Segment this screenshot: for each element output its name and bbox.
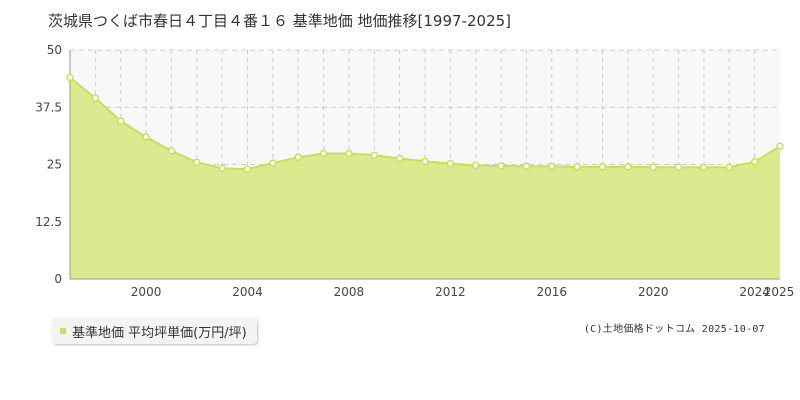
x-tick-label-2016: 2016 <box>537 285 568 299</box>
data-point-2000 <box>142 133 150 141</box>
data-point-2019 <box>624 163 632 171</box>
legend-swatch <box>60 328 66 334</box>
y-tick-label-12.5: 12.5 <box>35 215 62 229</box>
legend: 基準地価 平均坪単価(万円/坪) <box>52 318 257 344</box>
data-point-2013 <box>471 161 480 170</box>
credit-text: (C)土地価格ドットコム 2025-10-07 <box>583 324 765 335</box>
data-point-2014 <box>497 162 505 170</box>
data-point-2001 <box>167 147 176 155</box>
data-point-2017 <box>573 163 581 171</box>
chart-title: 茨城県つくば市春日４丁目４番１６ 基準地価 地価推移[1997-2025] <box>48 12 512 30</box>
data-point-2015 <box>522 162 531 171</box>
data-point-2023 <box>725 163 734 171</box>
x-tick-label-2004: 2004 <box>232 285 263 299</box>
data-point-2009 <box>370 151 379 160</box>
data-point-2016 <box>548 162 556 171</box>
data-point-2011 <box>421 157 429 166</box>
data-point-2004 <box>243 165 252 173</box>
data-point-2002 <box>193 158 201 166</box>
data-point-2006 <box>294 153 302 161</box>
x-tick-label-2008: 2008 <box>334 285 365 299</box>
legend-label: 基準地価 平均坪単価(万円/坪) <box>72 325 247 341</box>
data-point-2025 <box>776 142 784 150</box>
data-point-2024 <box>750 158 759 166</box>
data-point-1999 <box>116 117 125 125</box>
data-point-2010 <box>395 154 404 163</box>
data-point-2022 <box>700 163 708 171</box>
data-point-1997 <box>66 73 74 82</box>
y-tick-label-50: 50 <box>47 43 62 57</box>
data-point-1998 <box>91 94 100 102</box>
x-tick-label-2000: 2000 <box>131 285 162 299</box>
data-point-2012 <box>446 159 455 168</box>
y-tick-label-37.5: 37.5 <box>35 100 62 114</box>
data-point-2018 <box>598 163 607 171</box>
data-point-2008 <box>345 149 353 158</box>
x-tick-label-2024: 2024 <box>739 285 770 299</box>
data-point-2003 <box>218 164 226 172</box>
data-points <box>66 73 784 173</box>
axes <box>69 50 780 280</box>
series-area <box>70 77 780 279</box>
data-point-2005 <box>269 159 277 167</box>
y-tick-label-25: 25 <box>47 158 62 172</box>
data-point-2021 <box>674 163 683 171</box>
y-tick-labels: 0 12.5 25 37.5 50 <box>35 43 62 286</box>
x-tick-label-2020: 2020 <box>638 285 669 299</box>
y-tick-label-0: 0 <box>54 272 62 286</box>
data-point-2007 <box>319 149 328 158</box>
x-tick-label-2012: 2012 <box>435 285 466 299</box>
data-point-2020 <box>649 163 657 171</box>
x-tick-label-2025: 2025 <box>764 285 795 299</box>
